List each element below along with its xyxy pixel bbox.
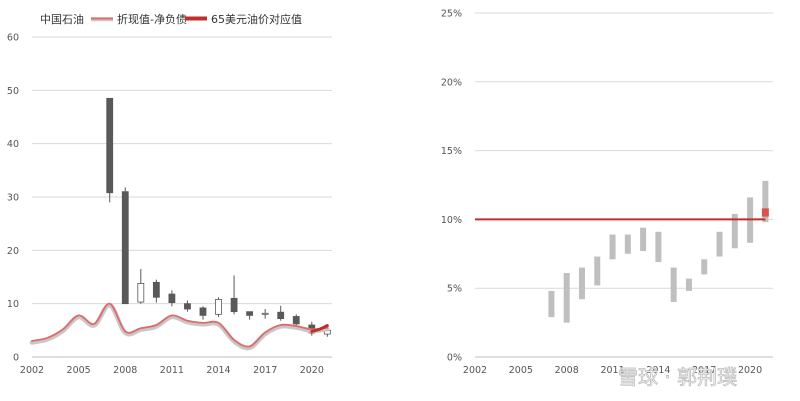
left-x-tick-label: 2005 [67,365,91,376]
right-grid [475,12,773,358]
right-x-tick-label: 2020 [738,365,762,376]
candle-body [277,311,285,320]
left-marks [106,97,331,337]
right-y-tick-label: 5% [447,284,462,295]
range-bar [655,231,662,263]
range-bar [624,234,631,254]
range-bar [578,267,585,300]
range-bar [640,227,647,252]
right-x-tick-label: 2014 [646,365,670,376]
candle-body [230,297,238,313]
candle-body [121,191,129,305]
left-y-tick-label: 30 [7,193,19,204]
range-bar [762,180,769,223]
right-y-tick-label: 0% [447,353,462,364]
right-y-tick-label: 15% [441,146,462,157]
left-x-tick-label: 2020 [300,365,324,376]
range-bar [594,256,601,286]
left-y-tick-label: 10 [7,299,19,310]
range-bar [701,259,708,275]
watermark: 雪球 · 郭荆璞 [618,365,737,389]
range-bar [670,267,677,302]
right-y-tick-label: 20% [441,77,462,88]
left-grid [32,36,332,358]
legend-label-65usd: 65美元油价对应值 [211,12,302,26]
candle-body [199,307,207,316]
left-x-tick-label: 2017 [253,365,277,376]
range-bar-highlight [761,208,769,217]
right-tick-labels: 0% 5% 10% 15% 20% 25% 2002 2005 2008 2011 2014 2017… [441,9,762,377]
left-y-tick-label: 40 [7,139,19,150]
candle-body [184,303,191,310]
left-lines [29,302,330,351]
range-bar [731,213,738,249]
discounted-line [31,302,329,348]
right-y-tick-label: 25% [441,9,462,20]
candle-body [152,281,160,298]
candle-body [137,282,145,303]
left-legend: 中国石油 折现值-净负债 65美元油价对应值 [40,12,302,26]
candle-body [261,312,269,315]
left-y-tick-label: 20 [7,246,19,257]
range-bar [563,273,570,323]
candle-body [168,293,176,304]
range-bar [609,234,616,260]
candle-body [246,311,254,316]
left-x-tick-label: 2011 [160,365,184,376]
left-x-tick-label: 2002 [20,365,44,376]
line-65usd [310,324,329,333]
range-bar [685,278,692,291]
right-marks [475,180,769,323]
left-x-tick-label: 2008 [113,365,137,376]
right-x-tick-label: 2017 [692,365,716,376]
left-tick-labels: 0 10 20 30 40 50 60 2002 2005 2008 2011 2014 2017 202… [7,33,324,377]
left-y-tick-label: 50 [7,86,19,97]
discounted-line-shadow [29,302,330,351]
left-x-tick-label: 2014 [206,365,230,376]
right-x-tick-label: 2011 [600,365,624,376]
left-y-tick-label: 0 [13,353,19,364]
right-y-tick-label: 10% [441,215,462,226]
legend-label-discounted: 折现值-净负债 [117,12,187,26]
left-y-tick-label: 60 [7,33,19,44]
candle-body [106,97,114,194]
left-chart-title: 中国石油 [40,12,84,26]
candle-body [215,298,222,315]
right-x-tick-label: 2005 [509,365,533,376]
range-bar [716,231,723,257]
candle-body [292,316,300,325]
right-x-tick-label: 2002 [463,365,487,376]
right-x-tick-label: 2008 [555,365,579,376]
range-bar [548,290,555,318]
